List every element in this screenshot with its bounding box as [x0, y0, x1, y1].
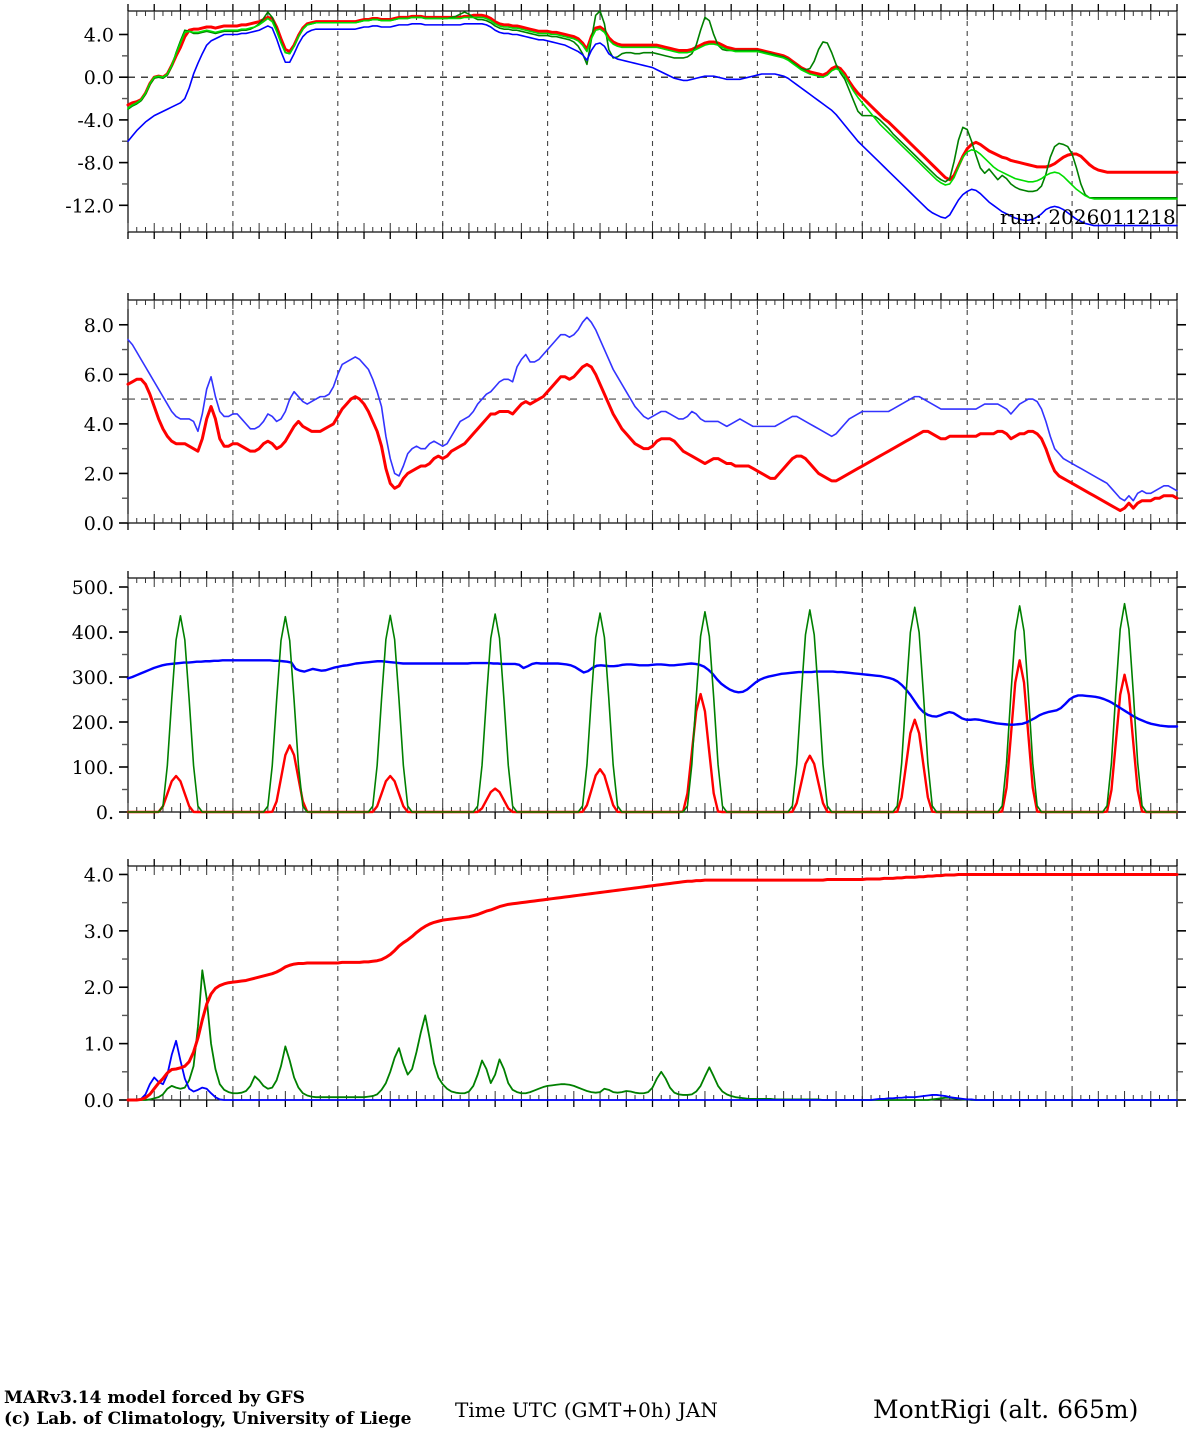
- time-axis-label: Time UTC (GMT+0h) JAN: [455, 1398, 718, 1422]
- station-label: MontRigi (alt. 665m): [873, 1395, 1139, 1424]
- ytick-label-energy: 200.: [72, 712, 114, 734]
- ytick-label-temperature: -8.0: [77, 153, 114, 175]
- credit-line-model: MARv3.14 model forced by GFS: [4, 1388, 305, 1408]
- ytick-label-wind: 2.0: [84, 463, 114, 485]
- ytick-label-energy: 400.: [72, 622, 114, 644]
- ytick-label-wind: 4.0: [84, 414, 114, 436]
- ytick-label-precip: 2.0: [84, 977, 114, 999]
- ytick-label-wind: 8.0: [84, 315, 114, 337]
- run-label: run: 2026011218: [1000, 205, 1176, 229]
- ytick-label-precip: 4.0: [84, 864, 114, 886]
- ytick-label-energy: 500.: [72, 577, 114, 599]
- series-temperature-dewpoint-temp: [127, 16, 1178, 200]
- series-energy-top-of-atmosphere-solar-: [127, 602, 1178, 813]
- ytick-label-wind: 6.0: [84, 364, 114, 386]
- ytick-label-energy: 0.: [96, 802, 114, 824]
- series-wind-wind-gust: [127, 316, 1178, 502]
- ytick-label-energy: 100.: [72, 757, 114, 779]
- series-precip-snow-precip-mm-h-: [127, 1039, 1178, 1101]
- ytick-label-precip: 1.0: [84, 1034, 114, 1056]
- credit-line-lab: (c) Lab. of Climatology, University of L…: [4, 1409, 412, 1429]
- ytick-label-temperature: -4.0: [77, 110, 114, 132]
- series-energy-infrared: [126, 659, 1179, 728]
- plot-frame-energy: [127, 577, 1178, 813]
- ytick-label-wind: 0.0: [84, 513, 114, 535]
- ytick-label-precip: 0.0: [84, 1090, 114, 1112]
- ytick-label-precip: 3.0: [84, 921, 114, 943]
- series-temperature-humidex: [127, 23, 1178, 227]
- series-wind-wind-speed: [126, 362, 1179, 513]
- ytick-label-temperature: 0.0: [84, 67, 114, 89]
- series-precip-total-cumulated-cm-: [126, 872, 1179, 1102]
- ytick-label-temperature: 4.0: [84, 24, 114, 46]
- credit-block: MARv3.14 model forced by GFS (c) Lab. of…: [4, 1388, 412, 1430]
- ytick-label-temperature: -12.0: [65, 195, 114, 217]
- ytick-label-energy: 300.: [72, 667, 114, 689]
- plot-frame-precip: [127, 865, 1178, 1101]
